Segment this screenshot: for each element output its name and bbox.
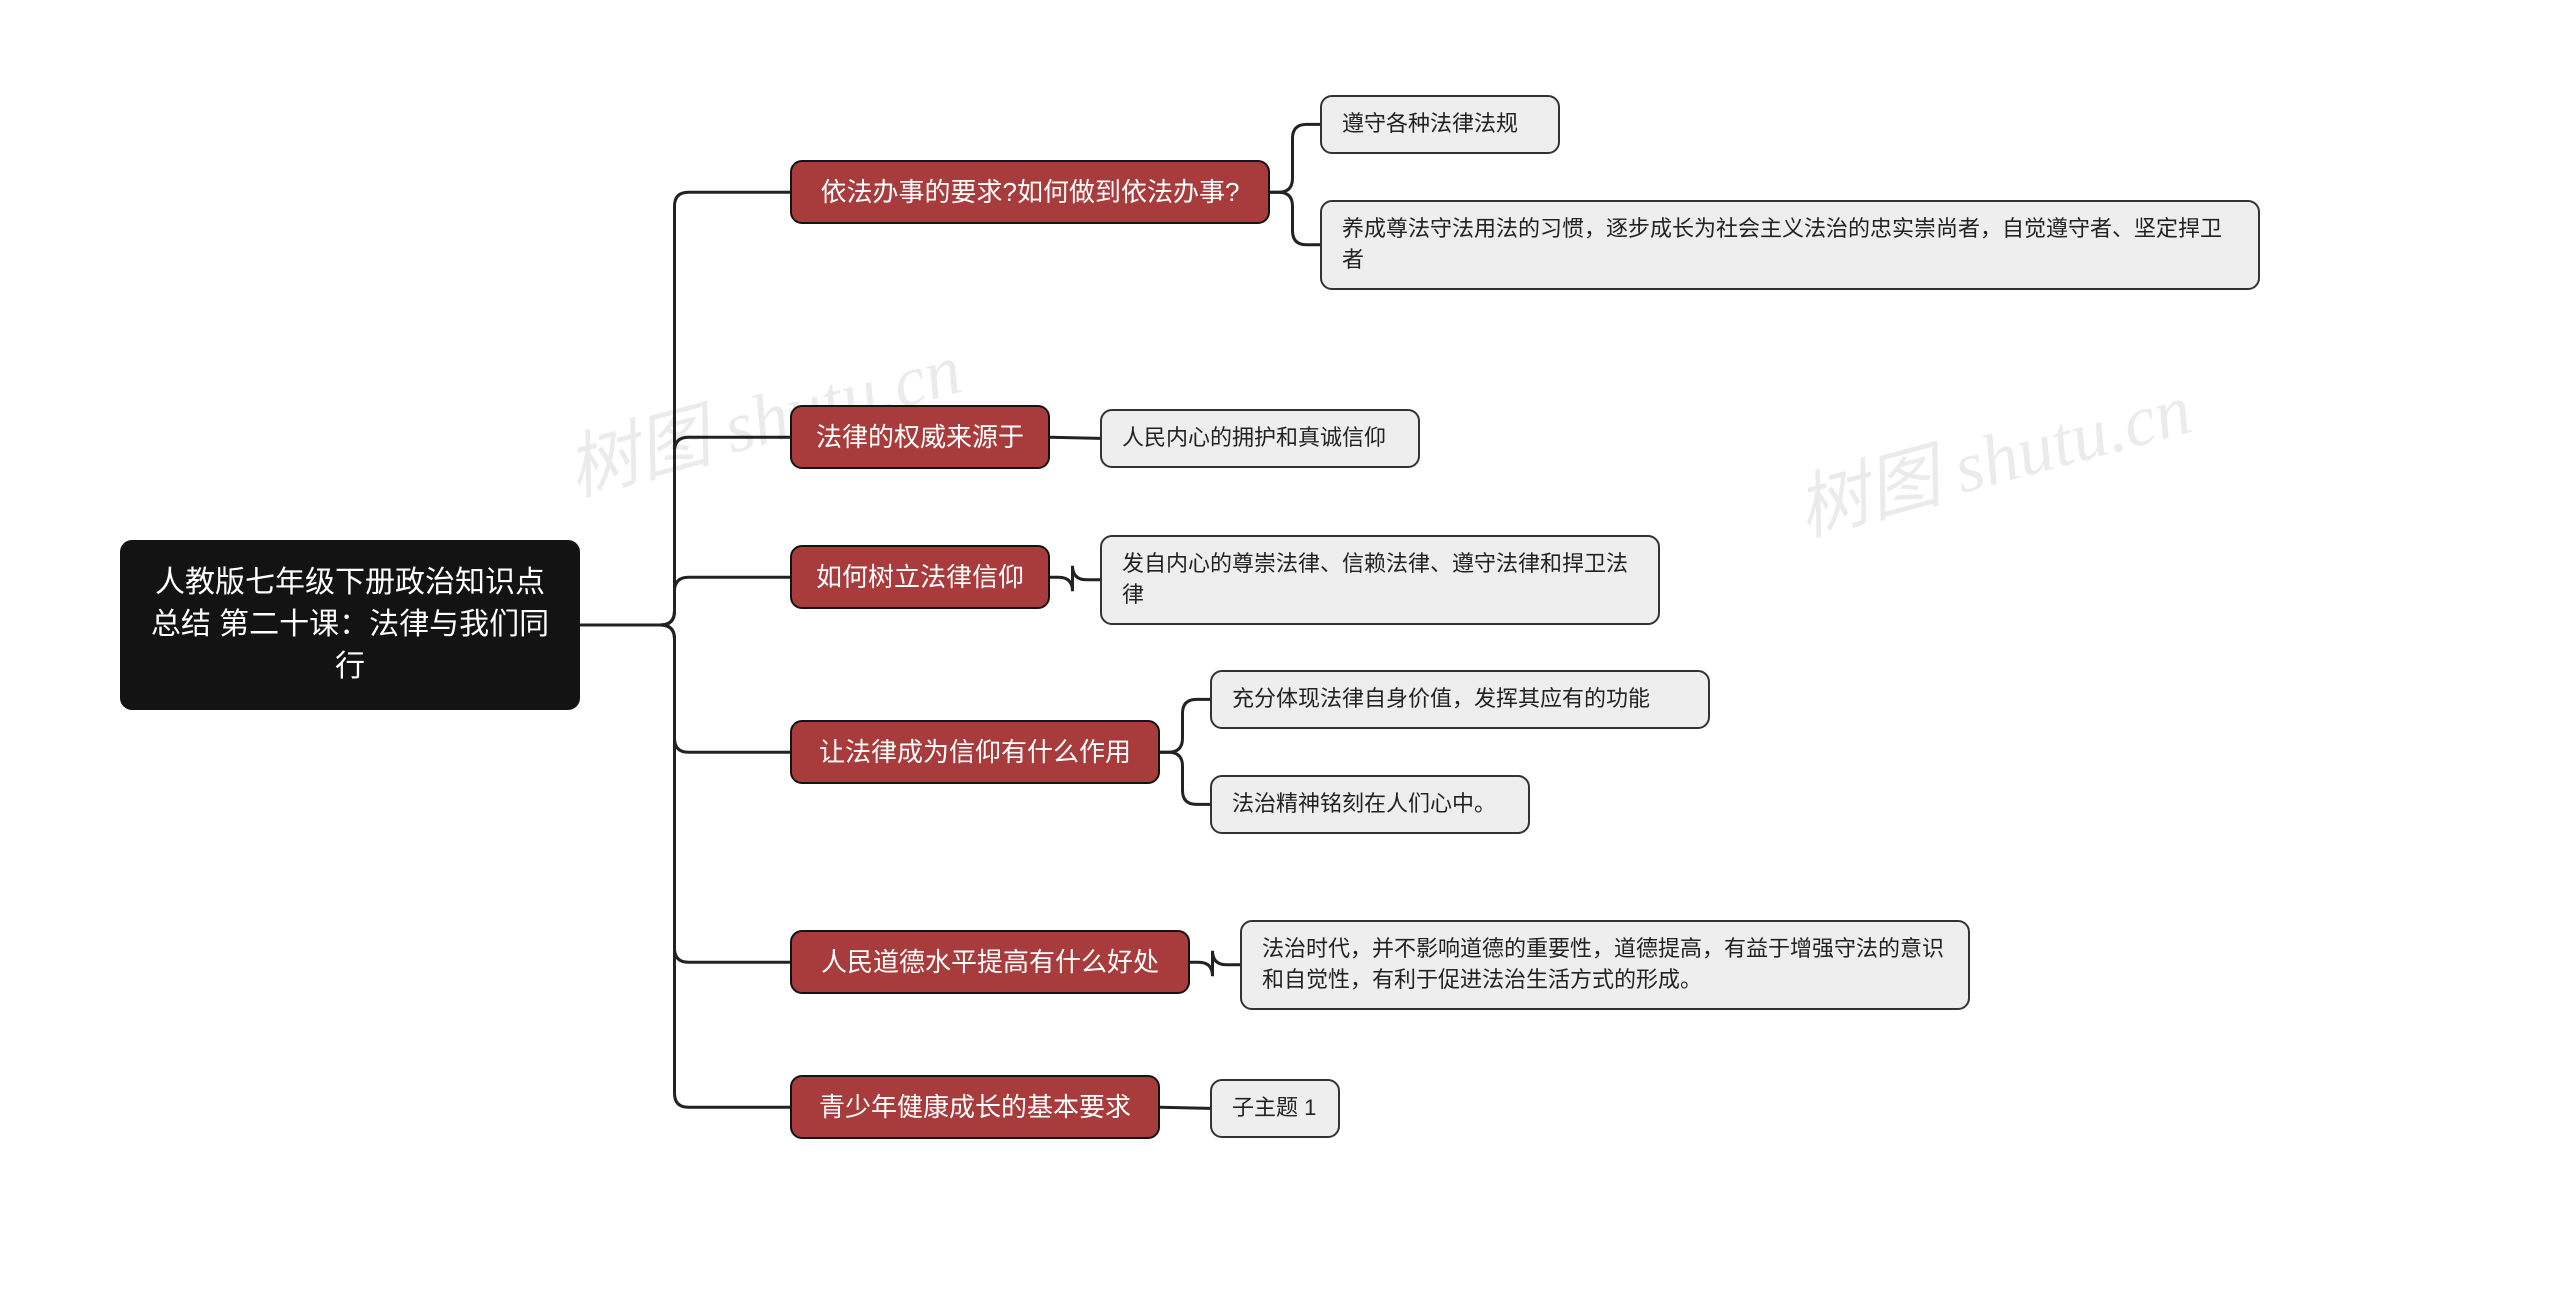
node-label: 法律的权威来源于 — [816, 419, 1024, 455]
mindmap-node-b2[interactable]: 法律的权威来源于 — [790, 405, 1050, 469]
node-label: 子主题 1 — [1232, 1093, 1316, 1124]
mindmap-node-l2a[interactable]: 人民内心的拥护和真诚信仰 — [1100, 409, 1420, 468]
mindmap-node-l4b[interactable]: 法治精神铭刻在人们心中。 — [1210, 775, 1530, 834]
node-label: 让法律成为信仰有什么作用 — [819, 734, 1131, 770]
node-label: 青少年健康成长的基本要求 — [819, 1089, 1131, 1125]
node-label: 法治精神铭刻在人们心中。 — [1232, 789, 1496, 820]
watermark: 树图 shutu.cn — [1783, 350, 2200, 556]
node-label: 人教版七年级下册政治知识点总结 第二十课：法律与我们同行 — [142, 562, 558, 688]
mindmap-canvas: 树图 shutu.cn树图 shutu.cn人教版七年级下册政治知识点总结 第二… — [0, 0, 2560, 1314]
mindmap-node-b6[interactable]: 青少年健康成长的基本要求 — [790, 1075, 1160, 1139]
mindmap-node-l4a[interactable]: 充分体现法律自身价值，发挥其应有的功能 — [1210, 670, 1710, 729]
mindmap-node-b3[interactable]: 如何树立法律信仰 — [790, 545, 1050, 609]
node-label: 依法办事的要求?如何做到依法办事? — [821, 174, 1240, 210]
mindmap-node-l5a[interactable]: 法治时代，并不影响道德的重要性，道德提高，有益于增强守法的意识和自觉性，有利于促… — [1240, 920, 1970, 1010]
mindmap-node-l6a[interactable]: 子主题 1 — [1210, 1079, 1340, 1138]
mindmap-node-b1[interactable]: 依法办事的要求?如何做到依法办事? — [790, 160, 1270, 224]
mindmap-node-b5[interactable]: 人民道德水平提高有什么好处 — [790, 930, 1190, 994]
node-label: 遵守各种法律法规 — [1342, 109, 1518, 140]
node-label: 如何树立法律信仰 — [816, 559, 1024, 595]
node-label: 发自内心的尊崇法律、信赖法律、遵守法律和捍卫法律 — [1122, 549, 1638, 611]
mindmap-node-l1a[interactable]: 遵守各种法律法规 — [1320, 95, 1560, 154]
mindmap-node-b4[interactable]: 让法律成为信仰有什么作用 — [790, 720, 1160, 784]
node-label: 法治时代，并不影响道德的重要性，道德提高，有益于增强守法的意识和自觉性，有利于促… — [1262, 934, 1948, 996]
node-label: 人民内心的拥护和真诚信仰 — [1122, 423, 1386, 454]
mindmap-node-root[interactable]: 人教版七年级下册政治知识点总结 第二十课：法律与我们同行 — [120, 540, 580, 710]
node-label: 人民道德水平提高有什么好处 — [821, 944, 1159, 980]
node-label: 充分体现法律自身价值，发挥其应有的功能 — [1232, 684, 1650, 715]
node-label: 养成尊法守法用法的习惯，逐步成长为社会主义法治的忠实崇尚者，自觉遵守者、坚定捍卫… — [1342, 214, 2238, 276]
mindmap-node-l3a[interactable]: 发自内心的尊崇法律、信赖法律、遵守法律和捍卫法律 — [1100, 535, 1660, 625]
mindmap-node-l1b[interactable]: 养成尊法守法用法的习惯，逐步成长为社会主义法治的忠实崇尚者，自觉遵守者、坚定捍卫… — [1320, 200, 2260, 290]
